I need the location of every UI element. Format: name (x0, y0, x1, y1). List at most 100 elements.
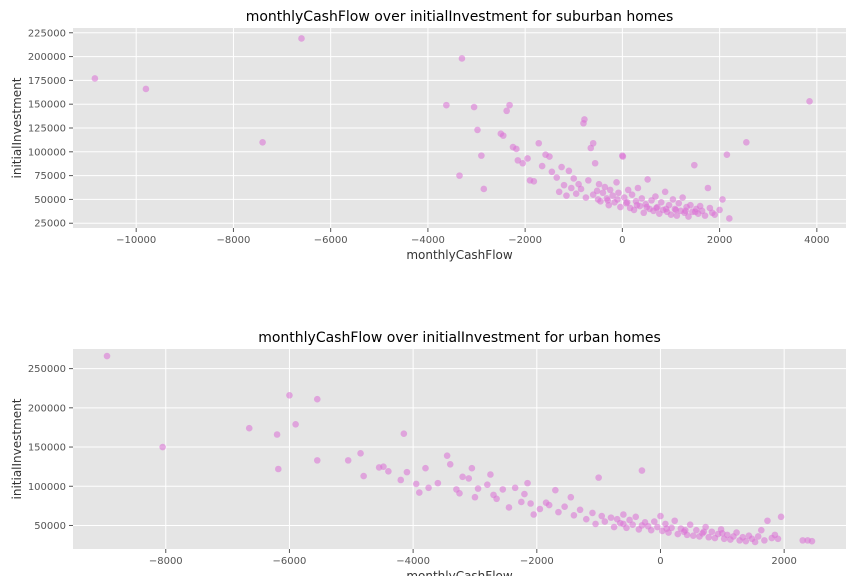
data-point (446, 460, 454, 468)
y-axis-label: initialInvestment (10, 398, 24, 499)
data-point (546, 153, 553, 160)
y-tick-label: 225000 (28, 28, 66, 39)
data-point (570, 511, 578, 519)
data-point (669, 196, 677, 203)
data-point (686, 521, 694, 528)
data-point (751, 538, 759, 546)
data-point (480, 185, 488, 193)
data-point (672, 206, 680, 214)
data-point (657, 512, 664, 520)
data-point (416, 489, 423, 496)
x-tick-label: −8000 (149, 556, 183, 567)
data-point (484, 481, 491, 488)
data-point (595, 474, 602, 481)
y-tick-label: 200000 (28, 52, 66, 63)
data-points (103, 352, 816, 546)
data-point (538, 162, 546, 170)
data-point (298, 35, 305, 42)
subplot-1: −10000 −8000 −6000 −4000 −2000 0 2000 4000 25000… (10, 9, 846, 262)
data-point (499, 132, 507, 139)
data-point (719, 196, 726, 203)
data-point (397, 476, 405, 484)
y-tick-label: 25000 (34, 219, 66, 230)
data-point (626, 516, 633, 524)
data-point (598, 512, 606, 520)
data-point (443, 101, 450, 109)
y-tick-label: 100000 (28, 147, 66, 158)
data-point (700, 528, 708, 536)
data-point (582, 515, 590, 523)
data-point (434, 479, 442, 487)
data-point (506, 101, 513, 109)
subplot-2: −8000 −6000 −4000 −2000 0 2000 50000 100000 1500… (10, 330, 846, 580)
data-point (553, 174, 561, 181)
data-point (619, 153, 627, 160)
data-point (606, 186, 614, 194)
data-point (613, 178, 620, 186)
data-point (478, 152, 485, 159)
data-point (634, 184, 642, 192)
data-point (422, 464, 429, 472)
data-point (673, 212, 681, 219)
data-point (726, 215, 733, 222)
data-point (519, 159, 527, 167)
y-tick-label: 50000 (34, 195, 66, 206)
data-point (505, 504, 513, 511)
data-point (761, 537, 768, 544)
data-point (638, 195, 646, 202)
y-axis-label: initialInvestment (10, 77, 24, 178)
x-tick-label: 4000 (804, 235, 829, 246)
data-point (621, 194, 628, 201)
y-tick-label: 75000 (34, 171, 66, 182)
chart-title: monthlyCashFlow over initialInvestment f… (258, 330, 661, 346)
data-point (614, 196, 621, 203)
data-point (292, 420, 299, 428)
data-point (403, 468, 411, 476)
data-point (693, 526, 700, 534)
data-point (644, 176, 651, 183)
data-point (511, 484, 519, 492)
data-point (527, 500, 534, 507)
x-tick-label: −4000 (396, 556, 430, 567)
data-point (471, 493, 479, 501)
data-point (589, 191, 597, 198)
data-point (806, 98, 813, 105)
x-tick-label: −8000 (217, 235, 251, 246)
x-tick-label: −10000 (116, 235, 156, 246)
data-point (754, 533, 762, 540)
data-point (91, 75, 99, 82)
data-point (313, 395, 321, 403)
data-point (620, 511, 627, 518)
data-point (474, 126, 481, 134)
data-point (380, 463, 387, 470)
data-point (503, 107, 510, 115)
data-point (245, 424, 253, 432)
y-tick-label: 175000 (28, 76, 66, 87)
x-tick-label: 2000 (771, 556, 796, 567)
data-point (757, 526, 765, 534)
data-point (425, 484, 432, 492)
plot-area (73, 349, 846, 549)
data-point (568, 184, 575, 192)
data-point (632, 513, 640, 521)
data-point (662, 205, 670, 213)
data-point (513, 145, 520, 153)
data-point (701, 212, 709, 219)
data-point (142, 85, 150, 93)
data-point (468, 464, 476, 472)
data-point (582, 194, 590, 201)
data-point (521, 490, 528, 498)
data-point (615, 189, 622, 197)
data-point (657, 198, 665, 206)
data-point (764, 517, 771, 525)
data-point (633, 201, 641, 209)
data-point (344, 457, 352, 464)
data-point (159, 443, 166, 451)
data-point (555, 188, 563, 196)
data-point (617, 203, 624, 211)
data-point (103, 352, 111, 360)
data-point (774, 535, 782, 543)
data-point (668, 524, 675, 532)
x-tick-label: −6000 (273, 556, 307, 567)
